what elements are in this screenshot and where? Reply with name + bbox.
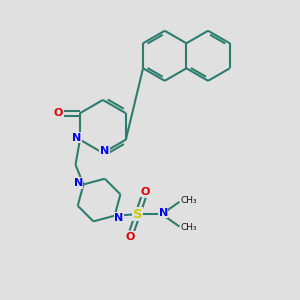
Text: O: O xyxy=(140,187,150,197)
Text: N: N xyxy=(100,146,109,156)
Text: CH₃: CH₃ xyxy=(181,196,197,205)
Text: O: O xyxy=(54,108,63,118)
Text: CH₃: CH₃ xyxy=(181,223,197,232)
Text: N: N xyxy=(115,213,124,223)
Text: S: S xyxy=(133,208,142,221)
Text: N: N xyxy=(72,133,82,142)
Text: N: N xyxy=(74,178,83,188)
Text: N: N xyxy=(159,208,168,218)
Text: O: O xyxy=(126,232,135,242)
